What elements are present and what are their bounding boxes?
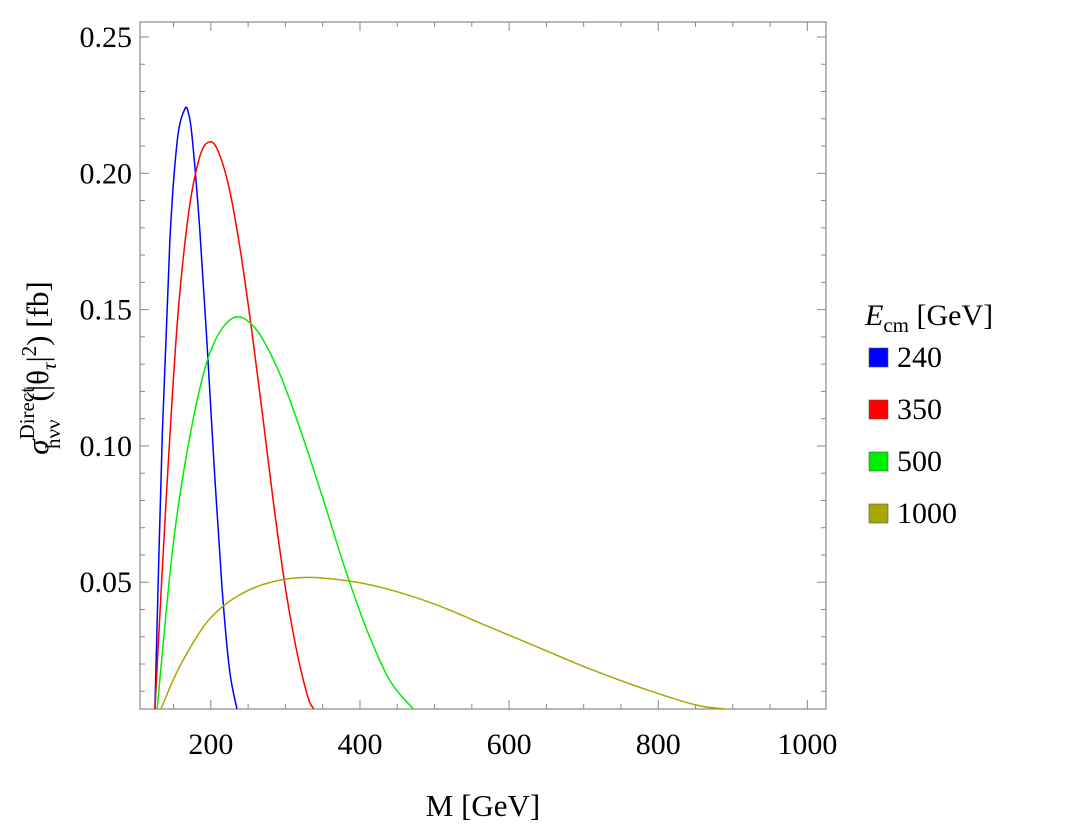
x-tick-label: 800 [636,728,681,761]
x-axis-label: M [GeV] [426,788,541,823]
x-tick-label: 400 [337,728,382,761]
plot-frame [139,21,827,710]
legend-swatch-240 [868,347,889,368]
series-line-350 [154,141,315,709]
y-label-symbol: σ [20,438,55,455]
y-tick-label: 0.20 [80,157,133,190]
legend-swatch-350 [868,399,889,420]
legend-swatch-500 [868,451,889,472]
series-line-240 [154,106,238,709]
y-tick-label: 0.10 [80,430,133,463]
y-label-arg-sub: τ [37,361,61,370]
legend-label-1000: 1000 [897,497,957,530]
y-tick-label: 0.15 [80,294,133,327]
series-line-500 [156,315,417,709]
series-line-1000 [160,576,726,709]
legend-title-sub: cm [883,313,909,337]
legend-label-240: 240 [897,341,942,374]
y-label-sup: Direct [15,387,39,440]
plot-area [154,106,726,709]
y-label-tail: ) [fb] [20,281,55,346]
legend-title-symbol: E [864,299,883,332]
svg-text:σDirecthνν(|θτ|2) [fb]: σDirecthνν (|θτ|2) [fb] [15,281,65,454]
y-tick-labels: 0.05 0.10 0.15 0.20 0.25 [80,21,133,599]
legend-swatch-1000 [868,503,889,524]
x-tick-label: 1000 [777,728,837,761]
axis-ticks [140,22,826,709]
legend-label-350: 350 [897,393,942,426]
y-label-arg-sup: 2 [17,346,41,357]
legend-title-unit: [GeV] [909,299,993,332]
x-tick-labels: 200 400 600 800 1000 [188,728,837,761]
y-label-arg-open: (|θ [20,370,55,401]
x-tick-label: 600 [487,728,532,761]
y-label-sub: hνν [41,419,65,449]
legend-title: Ecm [GeV] [864,299,993,337]
y-label-arg-close: | [20,356,55,362]
y-axis-label: σDirecthνν (|θτ|2) [fb] [15,281,65,454]
legend-label-500: 500 [897,445,942,478]
legend: Ecm [GeV] 240 350 500 1000 [864,299,993,530]
y-tick-label: 0.25 [80,21,133,54]
x-tick-label: 200 [188,728,233,761]
y-tick-label: 0.05 [80,566,133,599]
